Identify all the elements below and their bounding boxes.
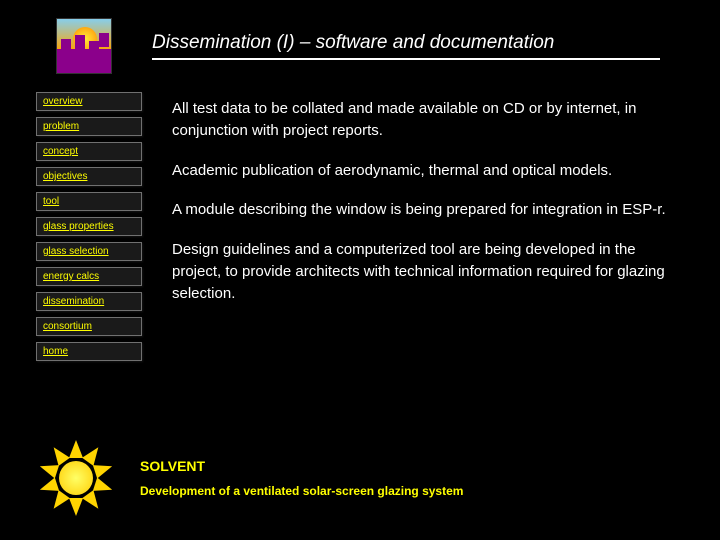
nav-item-glass-properties[interactable]: glass properties [36, 217, 142, 236]
project-logo [56, 18, 112, 74]
footer-title: SOLVENT [140, 458, 463, 474]
paragraph: A module describing the window is being … [172, 199, 670, 221]
nav-item-energy-calcs[interactable]: energy calcs [36, 267, 142, 286]
paragraph: All test data to be collated and made av… [172, 98, 670, 142]
nav-item-glass-selection[interactable]: glass selection [36, 242, 142, 261]
nav-item-home[interactable]: home [36, 342, 142, 361]
footer-subtitle: Development of a ventilated solar-screen… [140, 484, 463, 498]
paragraph: Academic publication of aerodynamic, the… [172, 160, 670, 182]
paragraph: Design guidelines and a computerized too… [172, 239, 670, 304]
footer: SOLVENT Development of a ventilated sola… [36, 438, 463, 518]
nav-item-tool[interactable]: tool [36, 192, 142, 211]
nav-item-problem[interactable]: problem [36, 117, 142, 136]
title-wrap: Dissemination (I) – software and documen… [152, 32, 720, 60]
sidebar: overview problem concept objectives tool… [36, 92, 142, 361]
nav-item-dissemination[interactable]: dissemination [36, 292, 142, 311]
content-area: overview problem concept objectives tool… [0, 74, 720, 361]
nav-item-consortium[interactable]: consortium [36, 317, 142, 336]
nav-item-objectives[interactable]: objectives [36, 167, 142, 186]
sun-icon [36, 438, 116, 518]
header: Dissemination (I) – software and documen… [0, 0, 720, 74]
nav-item-overview[interactable]: overview [36, 92, 142, 111]
main-content: All test data to be collated and made av… [142, 92, 720, 361]
nav-item-concept[interactable]: concept [36, 142, 142, 161]
page-title: Dissemination (I) – software and documen… [152, 32, 660, 60]
footer-text: SOLVENT Development of a ventilated sola… [140, 458, 463, 498]
